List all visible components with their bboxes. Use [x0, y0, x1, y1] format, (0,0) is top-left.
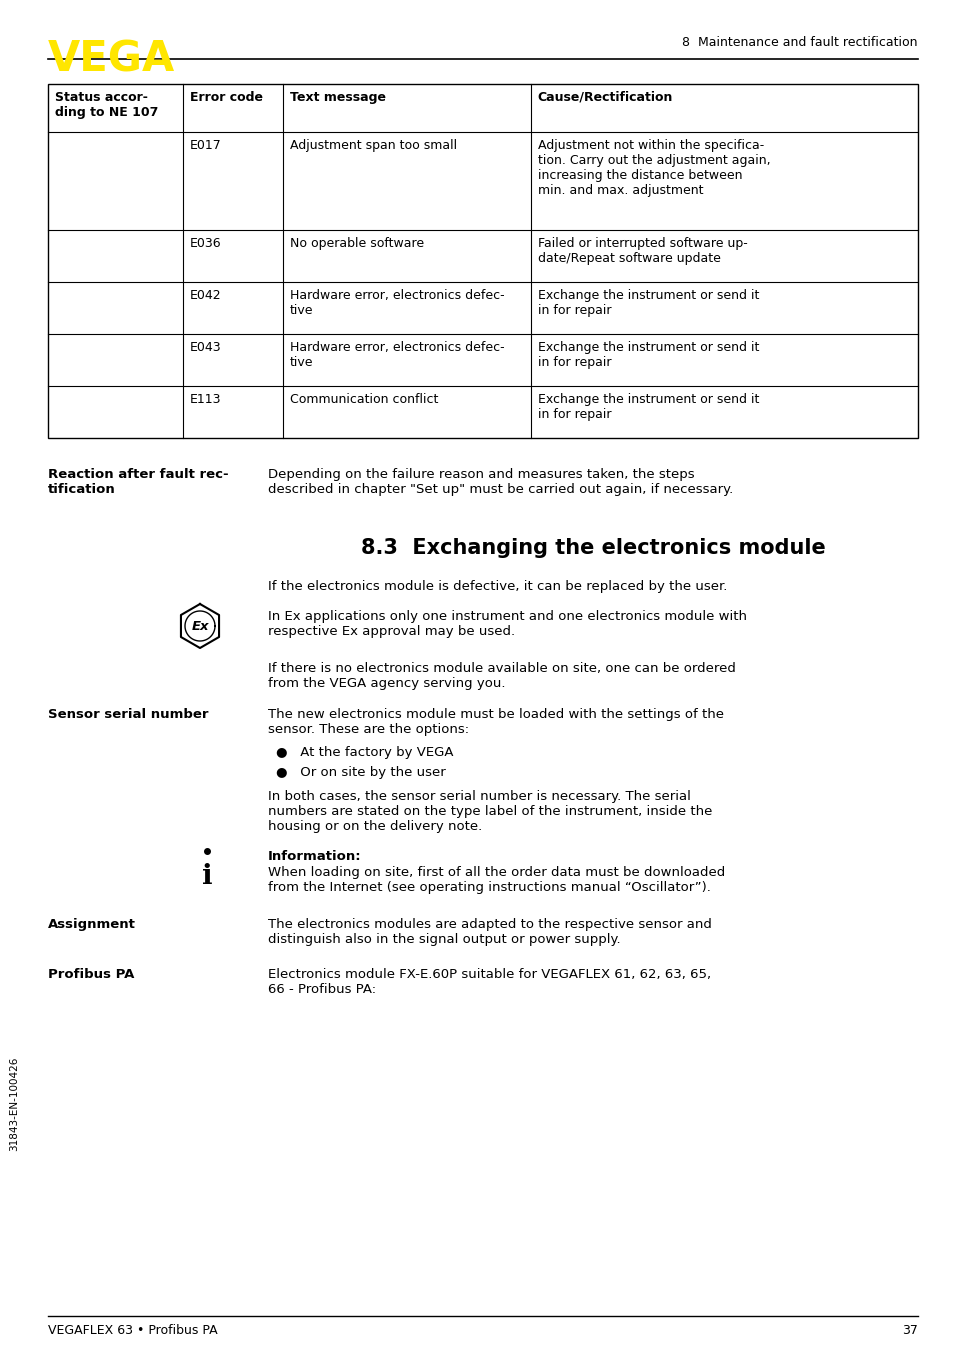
Text: The new electronics module must be loaded with the settings of the
sensor. These: The new electronics module must be loade…: [268, 708, 723, 737]
Text: If there is no electronics module available on site, one can be ordered
from the: If there is no electronics module availa…: [268, 662, 735, 691]
Text: E113: E113: [190, 393, 221, 406]
Text: Cause/Rectification: Cause/Rectification: [537, 91, 673, 104]
Text: E017: E017: [190, 139, 221, 152]
Text: 8  Maintenance and fault rectification: 8 Maintenance and fault rectification: [681, 37, 917, 49]
Text: Adjustment not within the specifica-
tion. Carry out the adjustment again,
incre: Adjustment not within the specifica- tio…: [537, 139, 770, 196]
Text: Exchange the instrument or send it
in for repair: Exchange the instrument or send it in fo…: [537, 393, 759, 421]
Text: Hardware error, electronics defec-
tive: Hardware error, electronics defec- tive: [290, 341, 504, 370]
Text: Ex: Ex: [191, 620, 209, 632]
Text: ●   At the factory by VEGA: ● At the factory by VEGA: [275, 746, 453, 760]
Text: Depending on the failure reason and measures taken, the steps
described in chapt: Depending on the failure reason and meas…: [268, 468, 733, 496]
Text: Error code: Error code: [190, 91, 263, 104]
Text: Hardware error, electronics defec-
tive: Hardware error, electronics defec- tive: [290, 288, 504, 317]
Text: i: i: [201, 862, 213, 890]
Text: Exchange the instrument or send it
in for repair: Exchange the instrument or send it in fo…: [537, 288, 759, 317]
Bar: [48, 84, 917, 437]
Text: Electronics module FX-E.60P suitable for VEGAFLEX 61, 62, 63, 65,
66 - Profibus : Electronics module FX-E.60P suitable for…: [268, 968, 710, 997]
Text: VEGA: VEGA: [48, 39, 175, 81]
Text: 31843-EN-100426: 31843-EN-100426: [9, 1057, 19, 1151]
Text: No operable software: No operable software: [290, 237, 423, 250]
Text: Sensor serial number: Sensor serial number: [48, 708, 209, 720]
Text: Status accor-
ding to NE 107: Status accor- ding to NE 107: [55, 91, 158, 119]
Text: In Ex applications only one instrument and one electronics module with
respectiv: In Ex applications only one instrument a…: [268, 611, 746, 638]
Text: ●   Or on site by the user: ● Or on site by the user: [275, 766, 445, 779]
Text: Profibus PA: Profibus PA: [48, 968, 134, 982]
Text: When loading on site, first of all the order data must be downloaded
from the In: When loading on site, first of all the o…: [268, 867, 724, 894]
Text: Information:: Information:: [268, 850, 361, 862]
Text: 37: 37: [902, 1324, 917, 1336]
Text: E042: E042: [190, 288, 221, 302]
Text: 8.3  Exchanging the electronics module: 8.3 Exchanging the electronics module: [360, 538, 824, 558]
Text: If the electronics module is defective, it can be replaced by the user.: If the electronics module is defective, …: [268, 580, 726, 593]
Text: Reaction after fault rec-
tification: Reaction after fault rec- tification: [48, 468, 229, 496]
Text: E036: E036: [190, 237, 221, 250]
Text: Adjustment span too small: Adjustment span too small: [290, 139, 456, 152]
Text: VEGAFLEX 63 • Profibus PA: VEGAFLEX 63 • Profibus PA: [48, 1324, 217, 1336]
Text: Failed or interrupted software up-
date/Repeat software update: Failed or interrupted software up- date/…: [537, 237, 747, 265]
Text: E043: E043: [190, 341, 221, 353]
Text: The electronics modules are adapted to the respective sensor and
distinguish als: The electronics modules are adapted to t…: [268, 918, 711, 946]
Text: Assignment: Assignment: [48, 918, 135, 932]
Text: In both cases, the sensor serial number is necessary. The serial
numbers are sta: In both cases, the sensor serial number …: [268, 789, 712, 833]
Text: Text message: Text message: [290, 91, 386, 104]
Text: Exchange the instrument or send it
in for repair: Exchange the instrument or send it in fo…: [537, 341, 759, 370]
Text: Communication conflict: Communication conflict: [290, 393, 437, 406]
